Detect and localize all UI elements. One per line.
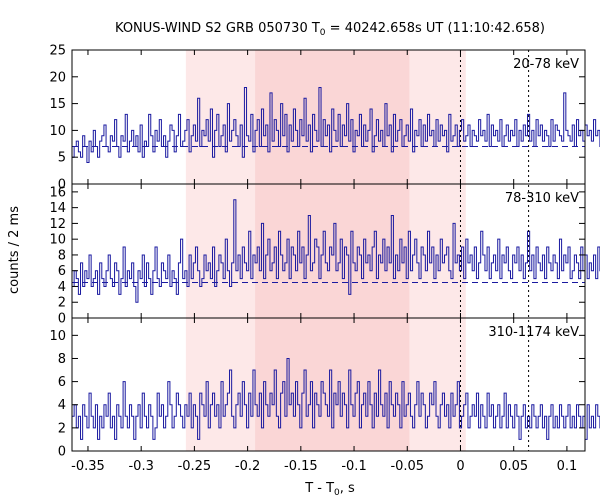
y-tick-label: 10 (49, 329, 66, 344)
y-tick-label: 25 (49, 44, 66, 59)
panels: 20-78 keV 78-310 keV 310-1174 keV (72, 57, 600, 440)
x-tick-label: -0.35 (71, 459, 105, 474)
x-axis-label-subscript: 0 (334, 488, 340, 498)
title-rest: = 40242.658s UT (11:10:42.658) (326, 21, 545, 36)
energy-band-label: 20-78 keV (513, 57, 579, 72)
count-histogram (72, 357, 600, 440)
y-tick-label: 2 (58, 296, 66, 311)
y-tick-label: 14 (49, 201, 66, 216)
y-axis-label: counts / 2 ms (7, 206, 22, 294)
y-tick-label: 8 (58, 248, 66, 263)
y-tick-label: 4 (58, 398, 66, 413)
y-tick-label: 0 (58, 445, 66, 460)
x-tick-label: -0.15 (284, 459, 318, 474)
panel-3: 310-1174 keV (72, 325, 600, 440)
vertical-markers (459, 50, 530, 451)
x-axis-label-rest: , s (340, 481, 355, 496)
count-histogram (72, 199, 600, 303)
panel-frame (71, 317, 586, 452)
energy-band-label: 78-310 keV (505, 191, 579, 206)
chart-title: KONUS-WIND S2 GRB 050730 T0 = 40242.658s… (115, 21, 545, 38)
x-tick-label: -0.25 (178, 459, 212, 474)
y-tick-label: 5 (58, 151, 66, 166)
x-tick-label: -0.1 (341, 459, 366, 474)
y-tick-label: 6 (58, 375, 66, 390)
x-axis-label: T - T0, s (304, 481, 355, 498)
y-tick-label: 8 (58, 352, 66, 367)
y-tick-label: 15 (49, 97, 66, 112)
x-tick-label: -0.2 (235, 459, 260, 474)
y-tick-label: 10 (49, 233, 66, 248)
title-main: KONUS-WIND S2 GRB 050730 T (115, 21, 320, 36)
x-tick-label: -0.05 (390, 459, 424, 474)
energy-band-label: 310-1174 keV (488, 325, 579, 340)
y-tick-label: 20 (49, 70, 66, 85)
y-tick-label: 4 (58, 280, 66, 295)
x-tick-label: -0.3 (128, 459, 153, 474)
panel-1: 20-78 keV (72, 57, 600, 164)
y-tick-label: 6 (58, 264, 66, 279)
y-tick-label: 0 (58, 312, 66, 327)
x-tick-label: 0.1 (557, 459, 578, 474)
count-histogram (72, 87, 600, 164)
x-tick-label: 0.05 (499, 459, 528, 474)
y-tick-label: 0 (58, 178, 66, 193)
y-tick-label: 2 (58, 421, 66, 436)
x-tick-label: 0 (456, 459, 464, 474)
panel-2: 78-310 keV (72, 191, 600, 303)
title-subscript: 0 (320, 28, 326, 38)
x-axis-label-main: T - T (304, 481, 334, 496)
y-tick-label: 16 (49, 185, 66, 200)
x-axis: -0.35 -0.3 -0.25 -0.2 -0.15 -0.1 -0.05 0 0.05 0.1 (71, 459, 577, 474)
y-tick-label: 10 (49, 124, 66, 139)
y-tick-label: 12 (49, 217, 66, 232)
